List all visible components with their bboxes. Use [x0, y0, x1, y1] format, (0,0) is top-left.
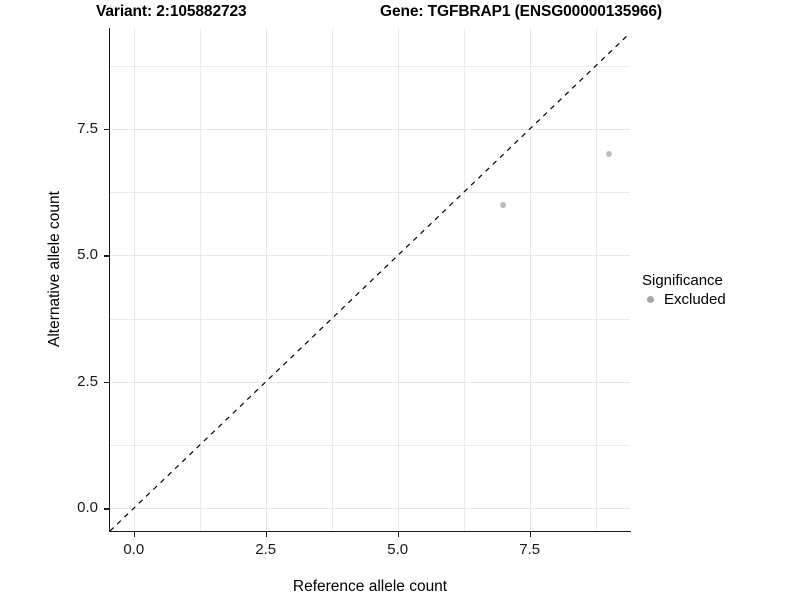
- x-tick-mark: [133, 532, 136, 537]
- gridline-vertical-major: [529, 28, 531, 531]
- x-tick-label: 5.0: [387, 541, 409, 558]
- y-tick-label: 2.5: [77, 372, 98, 390]
- y-tick-mark: [104, 381, 109, 384]
- legend-key-swatch: [642, 291, 659, 308]
- gridline-horizontal-minor: [110, 445, 630, 447]
- y-axis-line: [109, 28, 111, 532]
- gridline-vertical-minor: [331, 28, 333, 531]
- legend: Significance Excluded: [642, 272, 726, 308]
- y-tick-label: 5.0: [77, 246, 98, 264]
- gridline-vertical-major: [265, 28, 267, 531]
- plot-panel: [110, 28, 630, 531]
- gridline-horizontal-major: [110, 255, 630, 257]
- legend-title: Significance: [642, 272, 723, 289]
- gridline-vertical-minor: [463, 28, 465, 531]
- y-axis-label: Alternative allele count: [46, 191, 63, 347]
- x-tick-label: 7.5: [519, 541, 541, 558]
- x-tick-label: 2.5: [255, 541, 277, 558]
- y-tick-mark: [104, 508, 109, 510]
- gridline-horizontal-major: [110, 381, 630, 383]
- gridline-horizontal-minor: [110, 65, 630, 67]
- gridline-horizontal-minor: [110, 192, 630, 194]
- gridline-horizontal-major: [110, 508, 630, 510]
- gridline-horizontal-minor: [110, 318, 630, 320]
- gridline-vertical-minor: [199, 28, 201, 531]
- identity-reference-line: [110, 28, 630, 531]
- y-tick-label: 7.5: [77, 120, 98, 138]
- y-tick-mark: [104, 255, 109, 257]
- gene-title: Gene: TGFBRAP1 (ENSG00000135966): [380, 3, 662, 20]
- y-tick-label: 0.0: [77, 499, 98, 517]
- x-tick-mark: [265, 532, 268, 537]
- gridline-vertical-major: [397, 28, 399, 531]
- gridline-vertical-major: [133, 28, 135, 531]
- x-axis-line: [110, 531, 631, 533]
- legend-entry[interactable]: Excluded: [642, 291, 726, 308]
- x-tick-mark: [397, 532, 399, 537]
- legend-circle-icon: [647, 296, 654, 303]
- x-tick-label: 0.0: [123, 541, 145, 558]
- gridline-vertical-minor: [595, 28, 597, 531]
- y-tick-mark: [104, 129, 109, 131]
- legend-entries: Excluded: [642, 291, 726, 308]
- gridline-horizontal-major: [110, 129, 630, 131]
- data-point: [605, 151, 612, 158]
- x-tick-mark: [529, 532, 531, 537]
- data-point: [500, 201, 507, 208]
- legend-entry-label: Excluded: [664, 291, 726, 308]
- variant-title: Variant: 2:105882723: [96, 3, 247, 20]
- x-axis-label: Reference allele count: [292, 578, 448, 595]
